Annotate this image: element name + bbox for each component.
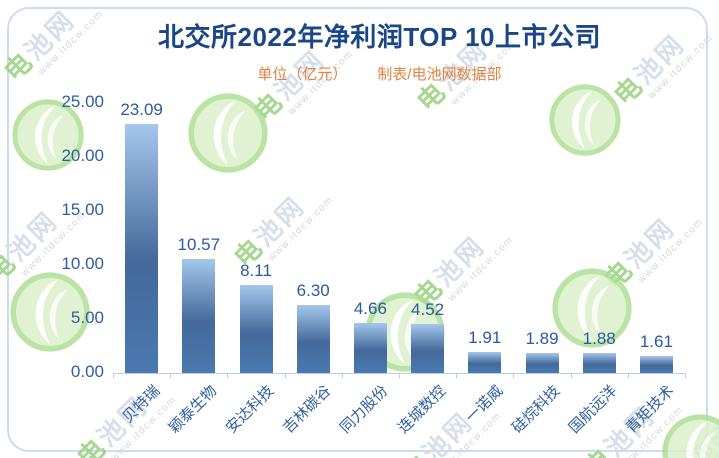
y-axis-tick-label: 25.00 [61,92,104,111]
bar [411,324,445,373]
axis-tick [341,373,343,378]
axis-tick [456,373,458,378]
bar-value-label: 6.30 [296,280,330,300]
bar-value-label: 4.52 [411,300,445,320]
bar [125,123,159,373]
bar [296,304,330,373]
bar-value-label: 1.61 [639,331,673,351]
y-axis-tick-label: 10.00 [61,254,104,273]
bar-value-label: 1.91 [468,328,502,348]
category-label: 贝特瑞 [119,382,163,427]
axis-tick [170,373,172,378]
chart-border [7,7,708,452]
bar [353,322,387,373]
bar [468,352,502,373]
y-axis-tick-label: 20.00 [61,146,104,165]
axis-tick [399,373,400,378]
unit-label: 单位（亿元） [257,66,348,83]
axis-tick [113,373,114,378]
chart-subtitle: 单位（亿元） 制表/电池网数据部 [40,63,719,84]
bar [639,355,673,373]
axis-tick [227,373,229,378]
axis-tick [513,373,515,378]
bar-value-label: 23.09 [120,99,163,119]
axis-tick [284,373,286,378]
axis-tick [627,373,629,378]
y-axis-tick-label: 5.00 [70,308,104,327]
axis-tick [685,373,686,378]
bar [239,285,273,373]
axis-tick [570,373,572,378]
y-axis-tick-label: 0.00 [70,362,104,381]
bar [525,352,559,373]
y-axis-tick-label: 15.00 [61,200,104,219]
source-label: 制表/电池网数据部 [377,66,502,83]
bar-value-label: 10.57 [177,234,221,254]
chart-title: 北交所2022年净利润TOP 10上市公司 [158,22,601,52]
bar [582,352,616,373]
bar [182,258,216,373]
bar-value-label: 8.11 [240,261,272,281]
bar-value-label: 1.89 [525,328,559,348]
